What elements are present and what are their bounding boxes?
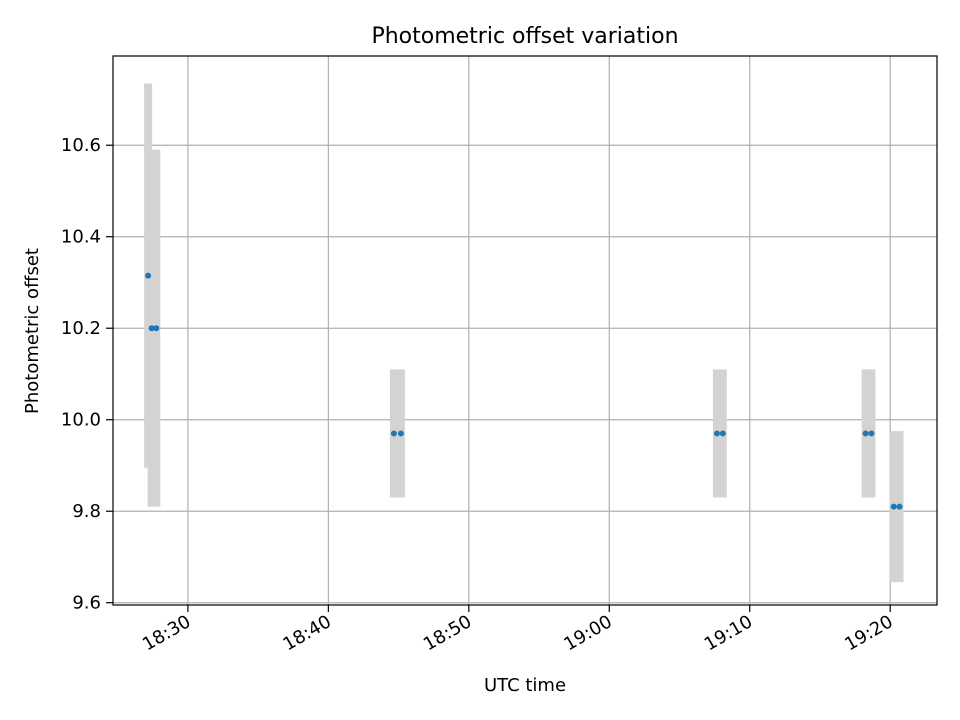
grid <box>113 56 937 605</box>
data-point <box>390 430 397 437</box>
y-tick-label: 9.8 <box>72 501 101 522</box>
data-point <box>713 430 720 437</box>
plot-frame <box>112 55 938 606</box>
y-tick-label: 10.6 <box>61 135 101 156</box>
y-axis: 9.6 9.8 10.0 10.2 10.4 10.6 <box>61 135 113 614</box>
chart-title: Photometric offset variation <box>371 24 678 49</box>
data-point <box>896 503 903 510</box>
data-point <box>868 430 875 437</box>
y-axis-label: Photometric offset <box>22 248 43 414</box>
data-point <box>862 430 869 437</box>
y-tick-label: 10.0 <box>61 410 101 431</box>
data-point <box>890 503 897 510</box>
y-tick-label: 10.2 <box>61 318 101 339</box>
y-tick-label: 9.6 <box>72 593 101 614</box>
data-point <box>153 325 160 332</box>
data-point <box>719 430 726 437</box>
data-points <box>145 272 903 510</box>
x-axis-label: UTC time <box>484 675 566 696</box>
data-point <box>397 430 404 437</box>
y-tick-label: 10.4 <box>61 227 101 248</box>
data-point <box>148 325 155 332</box>
data-point <box>145 272 152 279</box>
